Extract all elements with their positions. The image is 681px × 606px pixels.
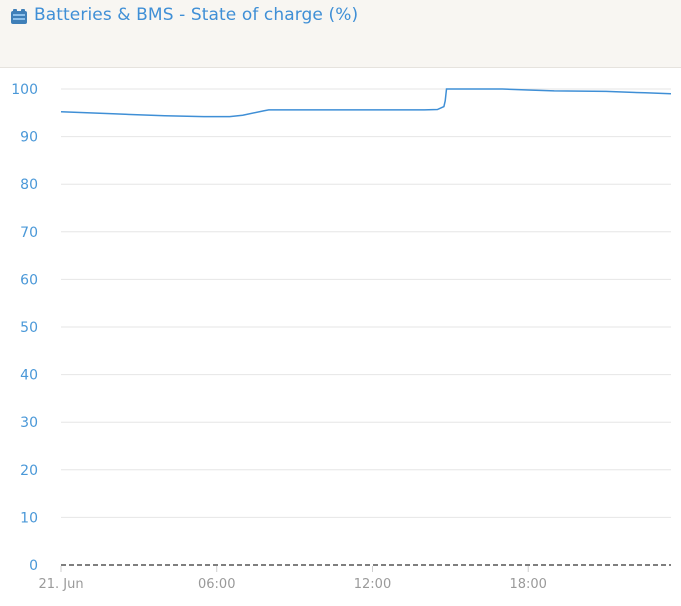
x-tick-label: 18:00 bbox=[509, 577, 546, 592]
y-tick-label: 60 bbox=[20, 272, 38, 288]
battery-icon bbox=[11, 9, 27, 24]
y-tick-label: 10 bbox=[20, 510, 38, 526]
y-tick-label: 100 bbox=[11, 82, 38, 98]
y-tick-label: 80 bbox=[20, 177, 38, 193]
x-tick-label: 21. Jun bbox=[38, 577, 83, 592]
y-axis-ticks: 0 10 20 30 40 50 60 70 80 90 100 bbox=[11, 82, 38, 574]
chart-header: Batteries & BMS - State of charge (%) bbox=[0, 0, 681, 68]
soc-chart: 0 10 20 30 40 50 60 70 80 90 100 21. Jun 06:00 12:00… bbox=[11, 82, 672, 592]
y-tick-label: 90 bbox=[20, 130, 38, 146]
y-tick-label: 30 bbox=[20, 415, 38, 431]
x-tick-label: 12:00 bbox=[354, 577, 391, 592]
y-tick-label: 20 bbox=[20, 463, 38, 479]
y-tick-label: 0 bbox=[29, 558, 38, 574]
chart-title: Batteries & BMS - State of charge (%) bbox=[34, 5, 359, 25]
y-tick-label: 40 bbox=[20, 368, 38, 384]
y-tick-label: 70 bbox=[20, 225, 38, 241]
series-line bbox=[60, 88, 672, 118]
y-tick-label: 50 bbox=[20, 320, 38, 336]
x-axis-ticks: 21. Jun 06:00 12:00 18:00 bbox=[38, 566, 547, 592]
grid-lines bbox=[61, 88, 671, 518]
x-tick-label: 06:00 bbox=[198, 577, 235, 592]
